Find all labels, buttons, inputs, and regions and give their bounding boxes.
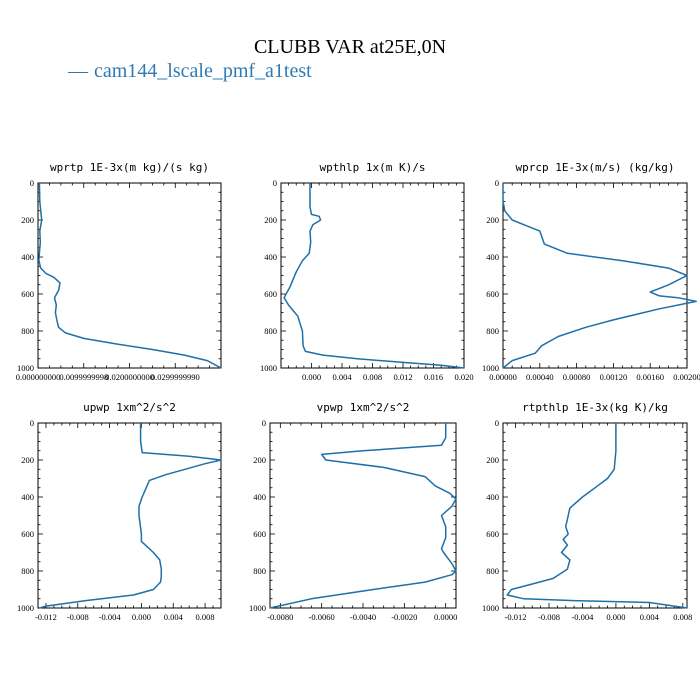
y-tick-label: 800 [21, 566, 34, 576]
x-tick-label: 0.020 [454, 372, 473, 382]
x-tick-label: 0.00000 [489, 372, 517, 382]
y-tick-label: 0 [262, 418, 266, 428]
series-line [502, 183, 697, 369]
y-tick-label: 1000 [17, 603, 34, 613]
x-tick-label: -0.0020 [391, 612, 417, 622]
legend-label: cam144_lscale_pmf_a1test [94, 60, 312, 82]
y-tick-label: 400 [486, 492, 499, 502]
y-tick-label: 1000 [260, 363, 277, 373]
figure-title: CLUBB VAR at25E,0N [253, 36, 447, 58]
y-tick-label: 200 [21, 455, 34, 465]
x-tick-label: -0.008 [67, 612, 89, 622]
panel-title: upwp 1xm^2/s^2 [83, 401, 176, 414]
x-tick-label: -0.004 [571, 612, 594, 622]
x-tick-label: 0.0299999990 [151, 372, 200, 382]
x-tick-label: 0.004 [164, 612, 184, 622]
x-tick-label: 0.004 [640, 612, 660, 622]
y-tick-label: 600 [21, 529, 34, 539]
y-tick-label: 200 [486, 215, 499, 225]
y-tick-label: 200 [264, 215, 277, 225]
x-tick-label: 0.0099999998 [59, 372, 108, 382]
y-tick-label: 800 [486, 326, 499, 336]
x-tick-label: 0.0000 [434, 612, 457, 622]
panel-title: wprtp 1E-3x(m kg)/(s kg) [50, 161, 209, 174]
axes-frame [37, 182, 222, 369]
y-tick-label: 0 [495, 418, 499, 428]
y-tick-label: 1000 [482, 363, 499, 373]
y-tick-label: 800 [21, 326, 34, 336]
axes-frame [280, 182, 465, 369]
y-tick-label: 200 [486, 455, 499, 465]
y-tick-label: 200 [253, 455, 266, 465]
x-tick-label: 0.00120 [600, 372, 628, 382]
y-tick-label: 600 [253, 529, 266, 539]
y-tick-label: 0 [495, 178, 499, 188]
y-tick-label: 800 [486, 566, 499, 576]
y-tick-label: 1000 [249, 603, 266, 613]
x-tick-label: -0.012 [35, 612, 57, 622]
y-tick-label: 1000 [482, 603, 499, 613]
x-tick-label: 0.008 [196, 612, 215, 622]
x-tick-label: -0.012 [505, 612, 527, 622]
x-tick-label: 0.012 [393, 372, 412, 382]
panel-title: vpwp 1xm^2/s^2 [317, 401, 410, 414]
x-tick-label: 0.000 [302, 372, 321, 382]
y-tick-label: 800 [264, 326, 277, 336]
x-tick-label: -0.004 [99, 612, 122, 622]
legend-line-symbol: — [68, 60, 88, 82]
x-tick-label: 0.00080 [563, 372, 591, 382]
x-tick-label: 0.004 [332, 372, 352, 382]
x-tick-label: 0.000 [606, 612, 625, 622]
x-tick-label: 0.000 [132, 612, 151, 622]
y-tick-label: 600 [264, 289, 277, 299]
x-tick-label: 0.0200000000 [105, 372, 154, 382]
y-tick-label: 800 [253, 566, 266, 576]
panel-title: rtpthlp 1E-3x(kg K)/kg [522, 401, 668, 414]
x-tick-label: -0.0080 [267, 612, 293, 622]
x-tick-label: 0.00160 [636, 372, 664, 382]
y-tick-label: 400 [253, 492, 266, 502]
y-tick-label: 1000 [17, 363, 34, 373]
series-line [506, 423, 688, 609]
y-tick-label: 400 [486, 252, 499, 262]
y-tick-label: 400 [21, 252, 34, 262]
x-tick-label: 0.000000000 [16, 372, 61, 382]
series-line [283, 183, 465, 369]
x-tick-label: 0.00040 [526, 372, 554, 382]
legend: — cam144_lscale_pmf_a1test [68, 60, 312, 83]
y-tick-label: 0 [273, 178, 277, 188]
x-tick-label: 0.008 [363, 372, 382, 382]
series-line [38, 182, 222, 369]
y-tick-label: 0 [30, 178, 34, 188]
y-tick-label: 600 [486, 529, 499, 539]
y-tick-label: 0 [30, 418, 34, 428]
x-tick-label: 0.016 [424, 372, 443, 382]
panel-title: wprcp 1E-3x(m/s) (kg/kg) [516, 161, 675, 174]
series-line [39, 423, 222, 609]
x-tick-label: -0.0040 [350, 612, 376, 622]
x-tick-label: 0.00200 [673, 372, 700, 382]
y-tick-label: 400 [21, 492, 34, 502]
y-tick-label: 600 [486, 289, 499, 299]
x-tick-label: 0.008 [673, 612, 692, 622]
y-tick-label: 200 [21, 215, 34, 225]
axes-frame [502, 182, 688, 369]
y-tick-label: 600 [21, 289, 34, 299]
x-tick-label: -0.008 [538, 612, 560, 622]
panel-title: wpthlp 1x(m K)/s [320, 161, 426, 174]
x-tick-label: -0.0060 [309, 612, 335, 622]
series-line [269, 423, 457, 609]
y-tick-label: 400 [264, 252, 277, 262]
axes-frame [37, 422, 222, 609]
axes-frame [502, 422, 688, 609]
